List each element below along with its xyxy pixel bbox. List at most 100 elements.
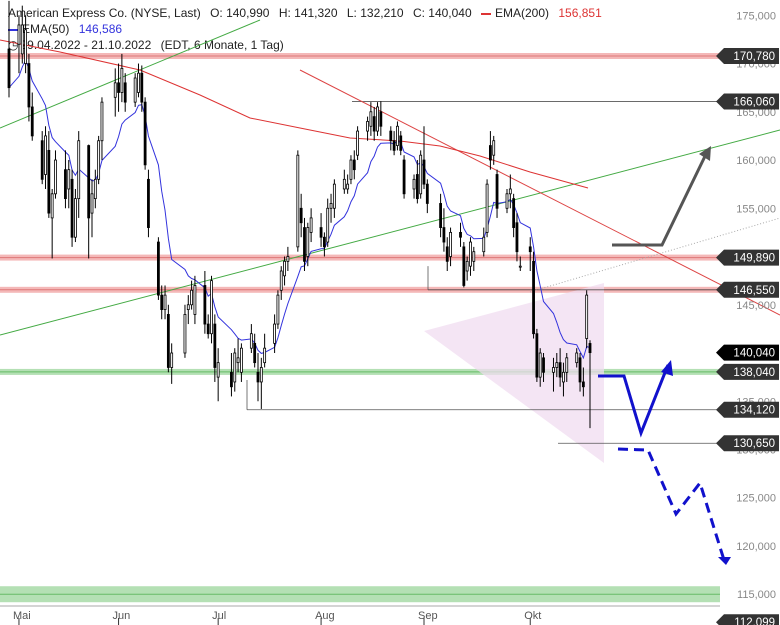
y-tick-label: 165,000 <box>736 107 776 119</box>
candle-body <box>186 304 190 310</box>
candle-body <box>279 270 283 291</box>
candle-body <box>24 29 28 64</box>
candle-body <box>492 140 496 156</box>
candle-body <box>542 357 545 373</box>
ema200-value: 156,851 <box>558 6 602 20</box>
candle-body <box>588 343 592 354</box>
candle-body <box>133 77 137 103</box>
clock-icon: ◷ <box>8 38 19 52</box>
candle-body <box>283 260 286 277</box>
trendline-red <box>299 69 780 316</box>
low-value: L: 132,210 <box>346 6 404 20</box>
level-tag <box>716 435 779 452</box>
candle-body <box>216 362 220 378</box>
candle-body <box>40 140 44 180</box>
level-tag-label: 166,060 <box>733 97 775 109</box>
candle-body <box>555 362 559 368</box>
ema200-legend: EMA(200) 156,851 <box>481 6 608 20</box>
trendline-green-lower <box>0 129 780 336</box>
candle-body <box>87 145 91 219</box>
y-tick-label: 120,000 <box>736 541 776 553</box>
ema50-value: 146,586 <box>78 22 123 36</box>
candle-body <box>459 231 462 238</box>
candle-body <box>259 367 263 383</box>
level-tag-label: 140,040 <box>733 348 775 360</box>
candle-body <box>239 347 243 373</box>
candle-body <box>147 178 150 228</box>
level-tag <box>716 93 779 110</box>
candle-body <box>97 140 101 180</box>
candle-body <box>77 140 81 200</box>
x-tick-label: Aug <box>315 610 335 622</box>
candle-body <box>54 159 57 195</box>
candle-body <box>372 116 376 132</box>
candle-body <box>143 101 147 166</box>
x-tick-label: Jun <box>113 610 131 622</box>
candle-body <box>160 294 164 310</box>
candle-body <box>469 241 472 267</box>
candle-body <box>392 140 396 151</box>
candle-body <box>332 183 336 209</box>
level-tag-label: 149,890 <box>733 253 775 265</box>
y-tick-label: 155,000 <box>736 203 776 215</box>
instrument-title: American Express Co. (NYSE, Last) <box>8 6 201 20</box>
candle-body <box>445 246 449 262</box>
level-tag <box>716 614 779 625</box>
level-tag-label: 146,550 <box>733 285 775 297</box>
y-tick-label: 160,000 <box>736 155 776 167</box>
candle-body <box>233 352 237 383</box>
candle-body <box>90 193 94 214</box>
candle-body <box>415 174 419 200</box>
candle-body <box>495 174 499 209</box>
candle-body <box>585 294 589 339</box>
candle-body <box>349 159 353 180</box>
candle-body <box>100 101 104 142</box>
candle-body <box>236 357 240 364</box>
candle-body <box>74 198 77 238</box>
y-tick-label: 175,000 <box>736 10 776 22</box>
candle-body <box>20 24 24 55</box>
candle-body <box>425 183 429 204</box>
candle-body <box>412 178 416 190</box>
forecast-arrow-dashed-icon <box>718 557 731 565</box>
high-value: H: 141,320 <box>278 6 338 20</box>
candle-body <box>552 367 555 373</box>
candle-body <box>156 241 160 296</box>
candle-body <box>508 188 512 195</box>
level-tag-label: 130,650 <box>733 438 775 450</box>
level-tag <box>716 363 779 380</box>
candle-body <box>581 381 585 388</box>
candle-body <box>482 236 486 253</box>
forecast-path-blue <box>598 364 670 438</box>
open-value: O: 140,990 <box>210 6 270 20</box>
candle-body <box>389 130 393 142</box>
trendline-green-upper <box>0 19 261 129</box>
candle-body <box>309 217 313 233</box>
candle-body <box>67 169 71 190</box>
level-tag-label: 170,780 <box>733 51 775 63</box>
candle-body <box>230 371 233 388</box>
candle-body <box>170 352 174 368</box>
candle-body <box>422 159 426 185</box>
candle-body <box>203 285 207 325</box>
candle-body <box>565 357 569 373</box>
candle-body <box>140 72 144 103</box>
level-tag-label: 138,040 <box>733 367 775 379</box>
level-tag-label: 134,120 <box>733 405 775 417</box>
candle-body <box>578 357 582 383</box>
candle-body <box>273 323 277 344</box>
ema200-line <box>0 39 589 189</box>
candle-body <box>465 260 469 272</box>
candle-body <box>123 82 127 103</box>
candle-body <box>299 207 303 224</box>
candle-body <box>190 289 194 306</box>
candle-body <box>419 154 423 195</box>
candle-body <box>449 231 452 257</box>
candle-body <box>286 256 290 262</box>
candle-body <box>249 333 253 349</box>
candle-body <box>518 265 522 268</box>
candle-body <box>575 352 579 364</box>
candle-body <box>166 314 170 368</box>
candle-body <box>505 193 509 209</box>
